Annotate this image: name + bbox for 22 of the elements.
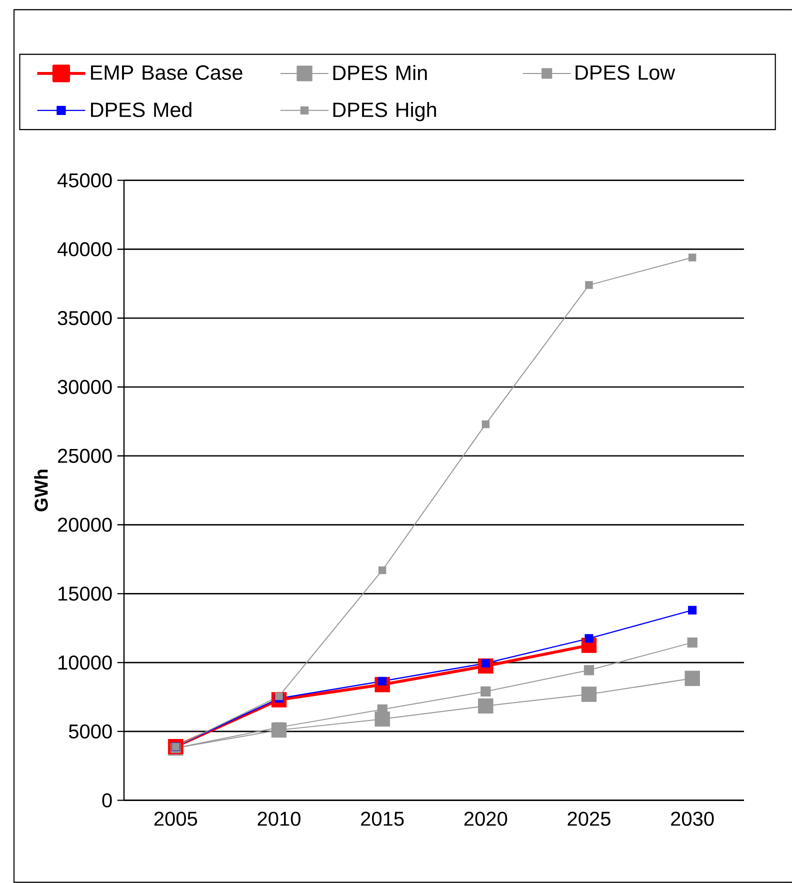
y-tick-label: 10000 xyxy=(58,655,112,670)
y-tick-label: 0 xyxy=(102,793,112,808)
y-tick-label: 15000 xyxy=(58,586,112,601)
y-tick-label: 25000 xyxy=(58,448,112,463)
y-axis-title: GWh xyxy=(34,470,48,512)
x-tick-label: 2025 xyxy=(568,812,610,826)
x-tick-label: 2010 xyxy=(258,812,300,826)
y-tick-label: 35000 xyxy=(58,311,112,326)
x-tick-label: 2020 xyxy=(464,812,508,826)
legend-label: DPES Low xyxy=(576,65,676,80)
y-tick-label: 20000 xyxy=(58,518,112,532)
legend-label: EMP Base Case xyxy=(91,65,242,80)
x-tick-label: 2015 xyxy=(361,812,404,826)
y-tick-label: 5000 xyxy=(68,724,112,739)
y-tick-label: 40000 xyxy=(57,242,112,256)
y-tick-label: 45000 xyxy=(57,173,112,188)
x-tick-label: 2005 xyxy=(154,812,198,826)
legend-label: DPES Med xyxy=(91,102,192,118)
legend-label: DPES Min xyxy=(333,64,427,80)
y-tick-label: 30000 xyxy=(58,380,112,394)
legend-label: DPES High xyxy=(333,102,436,122)
x-tick-label: 2030 xyxy=(671,812,714,826)
